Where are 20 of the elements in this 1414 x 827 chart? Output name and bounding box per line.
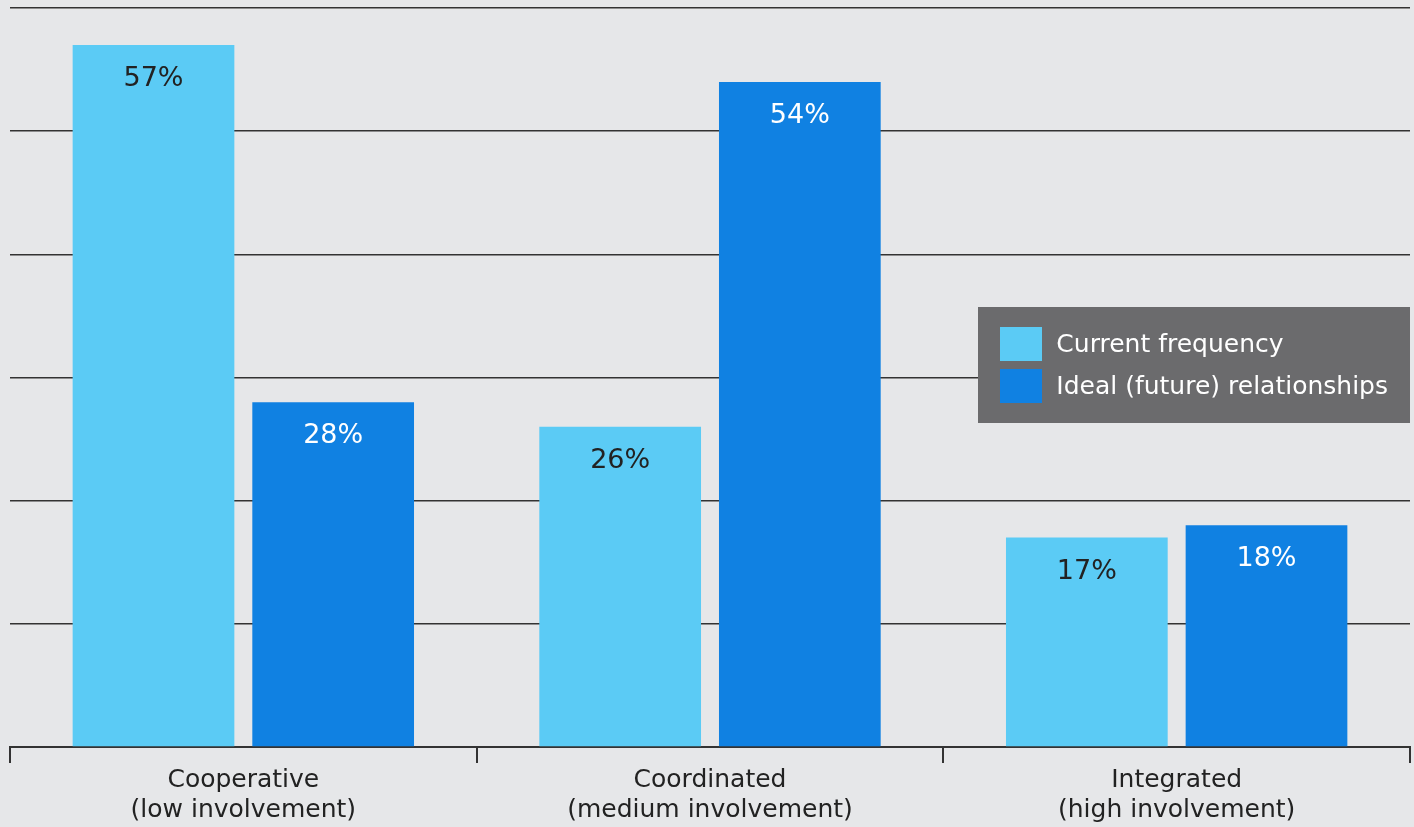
data-label: 26%: [590, 442, 651, 474]
data-label: 17%: [1056, 553, 1117, 585]
data-label: 57%: [123, 60, 184, 92]
category-label: (low involvement): [130, 793, 357, 823]
bar: [72, 44, 235, 747]
category-label: Coordinated: [633, 763, 787, 793]
bar: [539, 426, 702, 747]
category-label: Cooperative: [167, 763, 320, 793]
data-label: 28%: [303, 418, 364, 450]
bar: [1005, 537, 1168, 747]
legend-label: Ideal (future) relationships: [1056, 370, 1388, 403]
bar: [1185, 525, 1348, 747]
category-label: Integrated: [1111, 763, 1243, 793]
bar: [718, 81, 881, 747]
category-label: (high involvement): [1057, 793, 1296, 823]
data-label: 54%: [769, 97, 830, 129]
legend-label: Current frequency: [1056, 328, 1284, 361]
bar: [252, 402, 415, 747]
category-label: (medium involvement): [567, 793, 853, 823]
data-label: 18%: [1236, 541, 1297, 573]
